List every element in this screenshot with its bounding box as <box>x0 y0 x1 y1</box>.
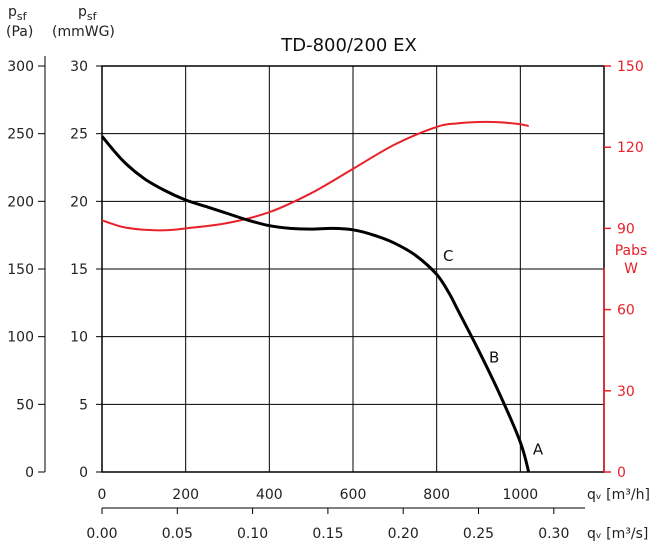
y-left-pa-tick-label: 150 <box>7 262 34 278</box>
y-left-pa-tick-label: 300 <box>7 59 34 75</box>
y-left-pa-tick-label: 0 <box>25 465 34 481</box>
y-left-mmwg-tick-label: 5 <box>79 397 88 413</box>
y-left-mmwg-tick-label: 30 <box>70 59 88 75</box>
x-m3s-tick-label: 0.30 <box>538 526 569 542</box>
y-left-pa-unit: (Pa) <box>6 24 33 40</box>
y-left-pa-label: psf <box>8 4 28 23</box>
x-m3h-tick-label: 200 <box>172 487 199 503</box>
y-right-power-ticks: 0 30 60 90 120 150 <box>604 59 644 481</box>
x-m3s-label: qᵥ [m³/s] <box>587 526 648 542</box>
x-m3h-tick-label: 800 <box>423 487 450 503</box>
y-left-mmwg-tick-label: 15 <box>70 262 88 278</box>
y-right-power-tick-label: 90 <box>617 221 635 237</box>
y-left-mmwg-tick-label: 10 <box>70 330 88 346</box>
x-m3h-tick-label: 0 <box>98 487 107 503</box>
y-right-power-tick-label: 150 <box>617 59 644 75</box>
x-m3h-tick-label: 600 <box>340 487 367 503</box>
y-right-power-tick-label: 30 <box>617 384 635 400</box>
y-left-pa-tick-label: 250 <box>7 127 34 143</box>
y-left-mmwg-label: psf <box>78 4 98 23</box>
y-left-pa-tick-label: 50 <box>16 397 34 413</box>
x-m3h-tick-label: 1000 <box>503 487 539 503</box>
x-m3s-tick-label: 0.05 <box>162 526 193 542</box>
y-left-pa-ticks: 0 50 100 150 200 250 300 <box>7 59 45 481</box>
y-left-mmwg-header: psf (mmWG) <box>52 4 115 40</box>
x-m3s-tick-label: 0.10 <box>237 526 268 542</box>
operating-point-c: C <box>443 247 453 265</box>
operating-point-b: B <box>489 348 499 366</box>
x-m3s-tick-label: 0.00 <box>86 526 117 542</box>
x-m3h-label: qᵥ [m³/h] <box>587 487 650 503</box>
chart-title: TD-800/200 EX <box>280 35 417 56</box>
y-left-pa-tick-label: 200 <box>7 194 34 210</box>
y-left-mmwg-tick-label: 20 <box>70 194 88 210</box>
pressure-curve <box>100 135 531 473</box>
x-m3s-tick-label: 0.15 <box>312 526 343 542</box>
y-right-power-unit: W <box>624 261 638 277</box>
x-m3h-ticks: 0 200 400 600 800 1000 <box>98 487 539 503</box>
y-right-power-tick-label: 0 <box>617 465 626 481</box>
y-left-mmwg-tick-label: 0 <box>79 465 88 481</box>
grid <box>102 65 604 472</box>
y-left-pa-tick-label: 100 <box>7 330 34 346</box>
power-curve <box>101 120 529 232</box>
x-m3s-tick-label: 0.20 <box>388 526 419 542</box>
y-left-mmwg-tick-label: 25 <box>70 127 88 143</box>
y-right-power-tick-label: 60 <box>617 303 635 319</box>
y-left-mmwg-ticks: 0 5 10 15 20 25 30 <box>70 59 102 481</box>
x-m3h-tick-label: 400 <box>256 487 283 503</box>
x-m3s-tick-label: 0.25 <box>463 526 494 542</box>
x-m3s-ticks: 0.00 0.05 0.10 0.15 0.20 0.25 0.30 <box>86 508 569 542</box>
y-right-power-label: Pabs <box>615 243 648 259</box>
y-left-pa-header: psf (Pa) <box>6 4 33 40</box>
y-left-mmwg-unit: (mmWG) <box>52 24 115 40</box>
operating-points: A B C <box>443 247 544 459</box>
y-right-power-tick-label: 120 <box>617 140 644 156</box>
operating-point-a: A <box>533 440 544 458</box>
